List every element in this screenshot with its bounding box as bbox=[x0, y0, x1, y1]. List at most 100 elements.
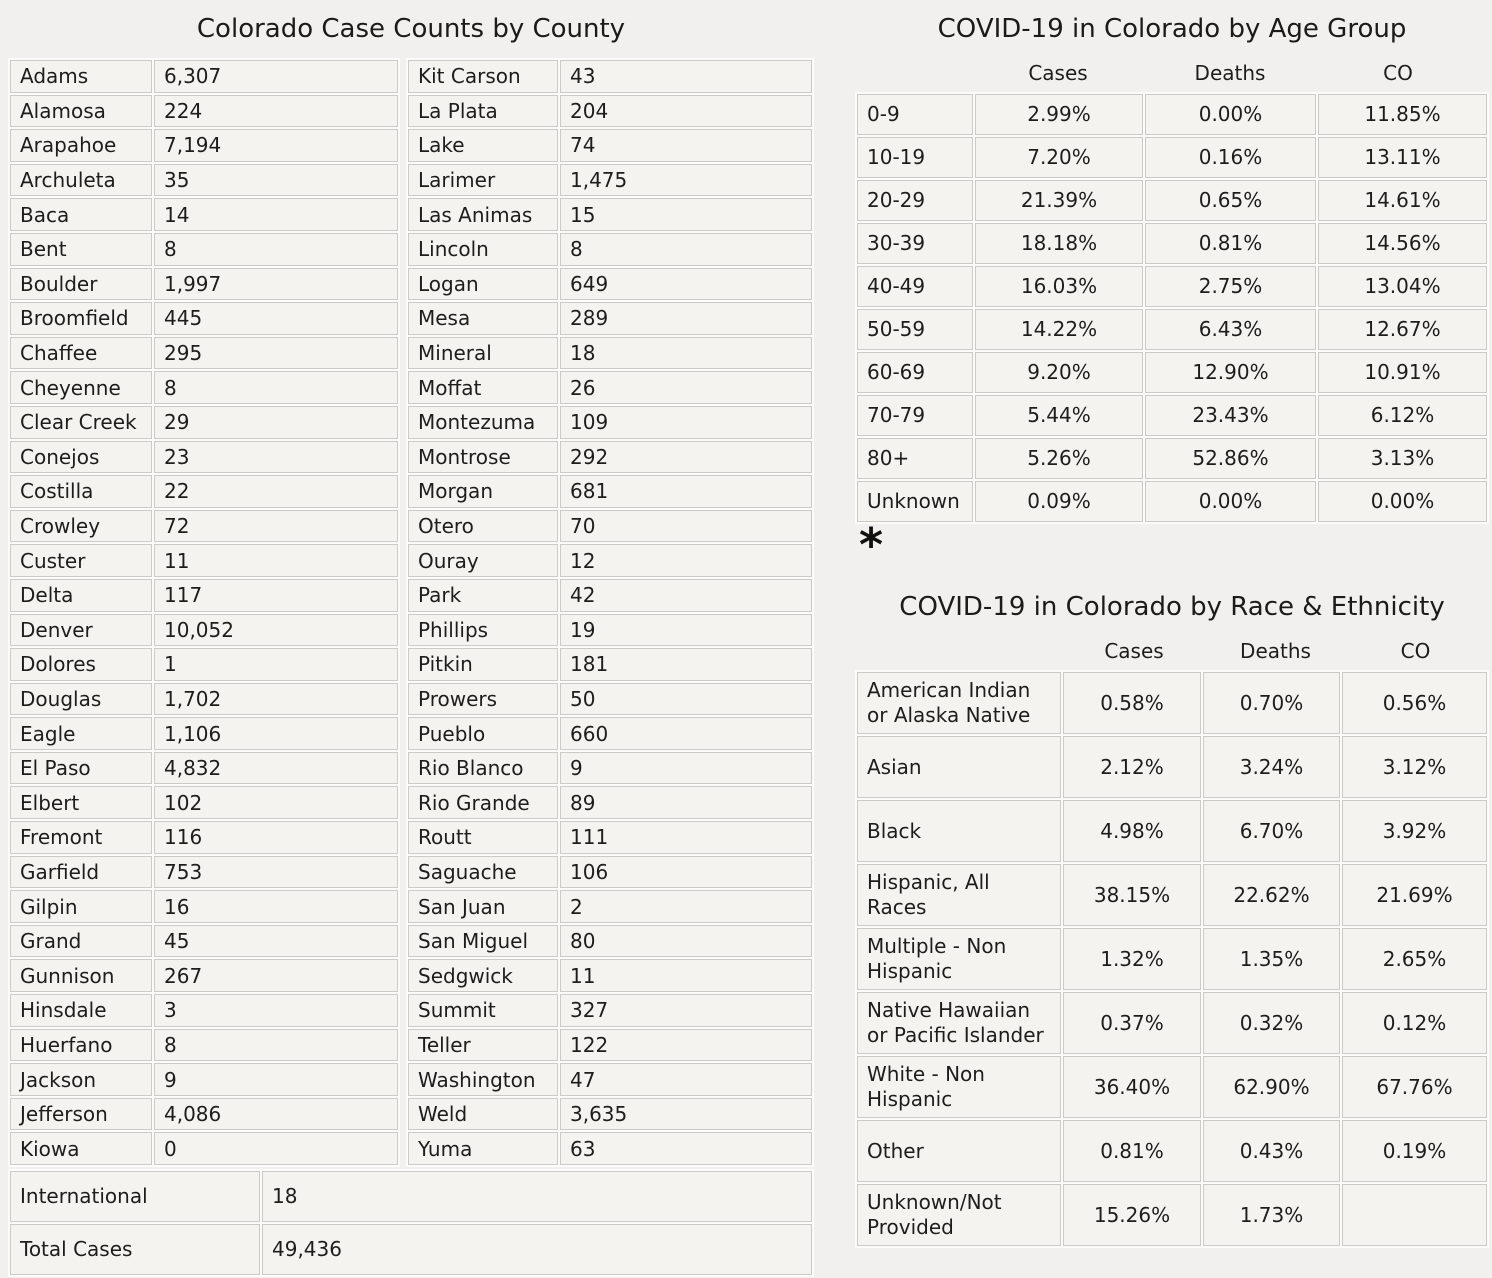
race-cases-cell: 15.26% bbox=[1063, 1184, 1201, 1246]
age-group-cell: 20-29 bbox=[857, 180, 973, 221]
race-deaths-cell: 22.62% bbox=[1203, 864, 1340, 926]
county-table: Adams 6,307 Alamosa 224 Arapahoe 7,194 Archule… bbox=[8, 58, 814, 1167]
county-count-cell: 327 bbox=[560, 994, 812, 1027]
race-table: American Indian or Alaska Native 0.58% 0.7… bbox=[855, 670, 1489, 1248]
county-row: Otero 70 bbox=[408, 509, 812, 543]
footnote-asterisk: * bbox=[859, 518, 884, 572]
county-name-cell: Pitkin bbox=[408, 648, 558, 681]
county-row: Larimer 1,475 bbox=[408, 163, 812, 197]
race-co-cell bbox=[1342, 1184, 1487, 1246]
race-co-cell: 3.12% bbox=[1342, 736, 1487, 798]
county-count-cell: 116 bbox=[154, 821, 398, 854]
county-name-cell: Kit Carson bbox=[408, 60, 558, 93]
county-count-cell: 12 bbox=[560, 544, 812, 577]
age-co-cell: 10.91% bbox=[1318, 352, 1487, 393]
race-row: Black 4.98% 6.70% 3.92% bbox=[857, 800, 1487, 862]
age-deaths-cell: 2.75% bbox=[1145, 266, 1316, 307]
age-co-cell: 6.12% bbox=[1318, 395, 1487, 436]
age-cases-cell: 14.22% bbox=[975, 309, 1143, 350]
county-row: Gunnison 267 bbox=[10, 959, 398, 993]
county-count-cell: 649 bbox=[560, 267, 812, 301]
county-row: Douglas 1,702 bbox=[10, 682, 398, 716]
county-name-cell: Prowers bbox=[408, 682, 558, 716]
total-value-cell: 49,436 bbox=[262, 1224, 812, 1275]
age-deaths-cell: 6.43% bbox=[1145, 309, 1316, 350]
county-name-cell: Denver bbox=[10, 613, 152, 647]
county-count-cell: 72 bbox=[154, 509, 398, 543]
county-name-cell: Rio Blanco bbox=[408, 751, 558, 785]
age-cases-cell: 2.99% bbox=[975, 94, 1143, 135]
county-row: Costilla 22 bbox=[10, 475, 398, 508]
race-deaths-cell: 0.32% bbox=[1203, 992, 1340, 1054]
age-group-cell: 30-39 bbox=[857, 223, 973, 264]
county-count-cell: 45 bbox=[154, 924, 398, 958]
county-count-cell: 181 bbox=[560, 648, 812, 681]
county-row: Prowers 50 bbox=[408, 682, 812, 716]
county-row: Routt 111 bbox=[408, 821, 812, 854]
county-count-cell: 753 bbox=[154, 855, 398, 889]
county-count-cell: 109 bbox=[560, 405, 812, 439]
county-row: Alamosa 224 bbox=[10, 94, 398, 128]
age-deaths-cell: 0.00% bbox=[1145, 94, 1316, 135]
race-cases-cell: 38.15% bbox=[1063, 864, 1201, 926]
race-label-cell: Multiple - Non Hispanic bbox=[857, 928, 1061, 990]
age-co-cell: 14.61% bbox=[1318, 180, 1487, 221]
age-deaths-cell: 0.65% bbox=[1145, 180, 1316, 221]
county-row: Kit Carson 43 bbox=[408, 60, 812, 93]
county-row: San Juan 2 bbox=[408, 890, 812, 923]
county-name-cell: Dolores bbox=[10, 648, 152, 681]
county-name-cell: Conejos bbox=[10, 440, 152, 474]
age-row: 40-49 16.03% 2.75% 13.04% bbox=[857, 266, 1487, 307]
race-row: Other 0.81% 0.43% 0.19% bbox=[857, 1120, 1487, 1182]
county-row: Lincoln 8 bbox=[408, 232, 812, 266]
age-co-cell: 12.67% bbox=[1318, 309, 1487, 350]
county-row: Lake 74 bbox=[408, 129, 812, 162]
race-cases-cell: 0.37% bbox=[1063, 992, 1201, 1054]
county-row: Moffat 26 bbox=[408, 371, 812, 404]
age-row: 10-19 7.20% 0.16% 13.11% bbox=[857, 137, 1487, 178]
age-cases-cell: 5.44% bbox=[975, 395, 1143, 436]
county-count-cell: 9 bbox=[154, 1063, 398, 1096]
county-row: Boulder 1,997 bbox=[10, 267, 398, 301]
county-count-cell: 47 bbox=[560, 1063, 812, 1096]
county-row: Montrose 292 bbox=[408, 440, 812, 474]
county-count-cell: 292 bbox=[560, 440, 812, 474]
race-cases-cell: 1.32% bbox=[1063, 928, 1201, 990]
county-cases-section: Colorado Case Counts by County Adams 6,30… bbox=[8, 12, 814, 1277]
county-row: Morgan 681 bbox=[408, 475, 812, 508]
county-count-cell: 1,106 bbox=[154, 717, 398, 750]
county-table-totals: International 18 Total Cases 49,436 bbox=[8, 1169, 814, 1277]
county-name-cell: Cheyenne bbox=[10, 371, 152, 404]
county-name-cell: Jefferson bbox=[10, 1097, 152, 1131]
county-name-cell: Fremont bbox=[10, 821, 152, 854]
county-name-cell: Jackson bbox=[10, 1063, 152, 1096]
race-label-cell: Black bbox=[857, 800, 1061, 862]
age-table-header: Cases Deaths CO bbox=[855, 58, 1489, 88]
county-row: Park 42 bbox=[408, 578, 812, 612]
county-name-cell: Washington bbox=[408, 1063, 558, 1096]
county-name-cell: Clear Creek bbox=[10, 405, 152, 439]
age-cases-cell: 0.09% bbox=[975, 481, 1143, 522]
age-group-cell: 50-59 bbox=[857, 309, 973, 350]
county-row: Washington 47 bbox=[408, 1063, 812, 1096]
county-name-cell: Grand bbox=[10, 924, 152, 958]
county-count-cell: 14 bbox=[154, 198, 398, 231]
county-row: Denver 10,052 bbox=[10, 613, 398, 647]
total-label-cell: International bbox=[10, 1171, 260, 1222]
race-row: Multiple - Non Hispanic 1.32% 1.35% 2.65% bbox=[857, 928, 1487, 990]
county-row: Weld 3,635 bbox=[408, 1097, 812, 1131]
county-row: Baca 14 bbox=[10, 198, 398, 231]
county-row: La Plata 204 bbox=[408, 94, 812, 128]
county-name-cell: Chaffee bbox=[10, 336, 152, 370]
race-label-cell: Native Hawaiian or Pacific Islander bbox=[857, 992, 1061, 1054]
county-name-cell: Pueblo bbox=[408, 717, 558, 750]
county-name-cell: Custer bbox=[10, 544, 152, 577]
county-row: Logan 649 bbox=[408, 267, 812, 301]
county-count-cell: 8 bbox=[154, 1028, 398, 1062]
county-count-cell: 2 bbox=[560, 890, 812, 923]
demographics-section: COVID-19 in Colorado by Age Group Cases … bbox=[855, 12, 1489, 1248]
county-row: Yuma 63 bbox=[408, 1132, 812, 1165]
county-count-cell: 1,997 bbox=[154, 267, 398, 301]
race-deaths-cell: 1.73% bbox=[1203, 1184, 1340, 1246]
age-table-title: COVID-19 in Colorado by Age Group bbox=[937, 14, 1407, 44]
